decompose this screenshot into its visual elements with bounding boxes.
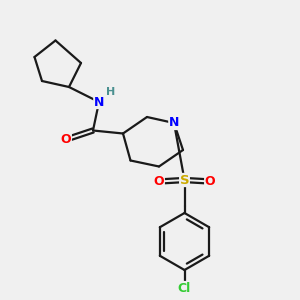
Text: S: S: [180, 173, 189, 187]
Text: H: H: [106, 86, 116, 97]
Text: Cl: Cl: [178, 281, 191, 295]
Text: O: O: [154, 175, 164, 188]
Text: N: N: [94, 95, 104, 109]
Text: N: N: [169, 116, 179, 130]
Text: O: O: [205, 175, 215, 188]
Text: O: O: [61, 133, 71, 146]
